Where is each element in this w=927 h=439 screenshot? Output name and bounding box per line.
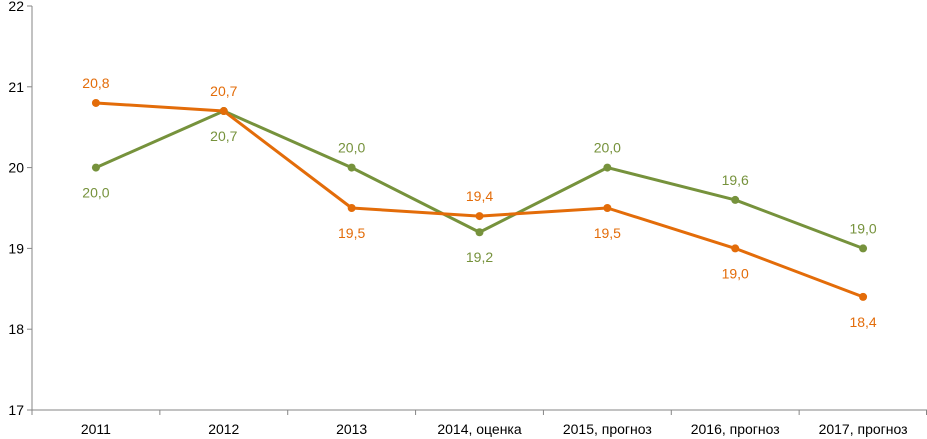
data-point — [347, 163, 356, 172]
data-label: 19,5 — [338, 225, 365, 241]
data-label: 20,0 — [338, 140, 365, 156]
x-tick-label: 2013 — [336, 421, 367, 437]
y-tick-label: 19 — [8, 240, 24, 256]
y-tick-label: 22 — [8, 0, 24, 14]
data-point — [475, 228, 484, 237]
x-tick-label: 2017, прогноз — [819, 421, 908, 437]
data-point — [859, 292, 868, 301]
data-label: 19,5 — [594, 225, 621, 241]
series-points — [91, 98, 868, 301]
x-tick-label: 2014, оценка — [437, 421, 522, 437]
data-label: 20,7 — [210, 128, 237, 144]
data-point — [603, 163, 612, 172]
data-label: 19,0 — [849, 220, 876, 236]
data-point — [91, 98, 100, 107]
y-tick-label: 18 — [8, 321, 24, 337]
data-point — [731, 244, 740, 253]
data-label: 19,6 — [722, 172, 749, 188]
x-tick-label: 2015, прогноз — [563, 421, 652, 437]
data-point — [859, 244, 868, 253]
data-point — [91, 163, 100, 172]
x-tick-label: 2011 — [81, 421, 111, 437]
data-label: 18,4 — [849, 314, 876, 330]
data-label: 20,0 — [82, 185, 109, 201]
y-tick-label: 17 — [8, 402, 24, 418]
x-axis: 2011 2012 2013 2014, оценка 2015, прогноз 201… — [31, 409, 927, 437]
data-point — [603, 204, 612, 212]
x-tick-label: 2016, прогноз — [691, 421, 780, 437]
y-tick-label: 20 — [8, 160, 24, 176]
data-point — [219, 107, 228, 116]
data-label: 20,0 — [594, 140, 621, 156]
y-axis: 17 18 19 20 21 22 — [8, 0, 33, 418]
data-point — [347, 204, 356, 212]
data-label: 19,4 — [466, 188, 493, 204]
data-labels: 20,0 20,7 20,0 19,2 20,0 19,6 19,0 20,8 20,7 19,5… — [82, 75, 877, 330]
data-label: 19,0 — [722, 265, 749, 281]
data-label: 20,8 — [82, 75, 109, 91]
data-point — [475, 212, 484, 221]
x-tick-label: 2012 — [208, 421, 239, 437]
y-tick-label: 21 — [8, 79, 24, 95]
data-label: 19,2 — [466, 249, 493, 265]
data-label: 20,7 — [210, 83, 237, 99]
data-point — [731, 195, 740, 204]
